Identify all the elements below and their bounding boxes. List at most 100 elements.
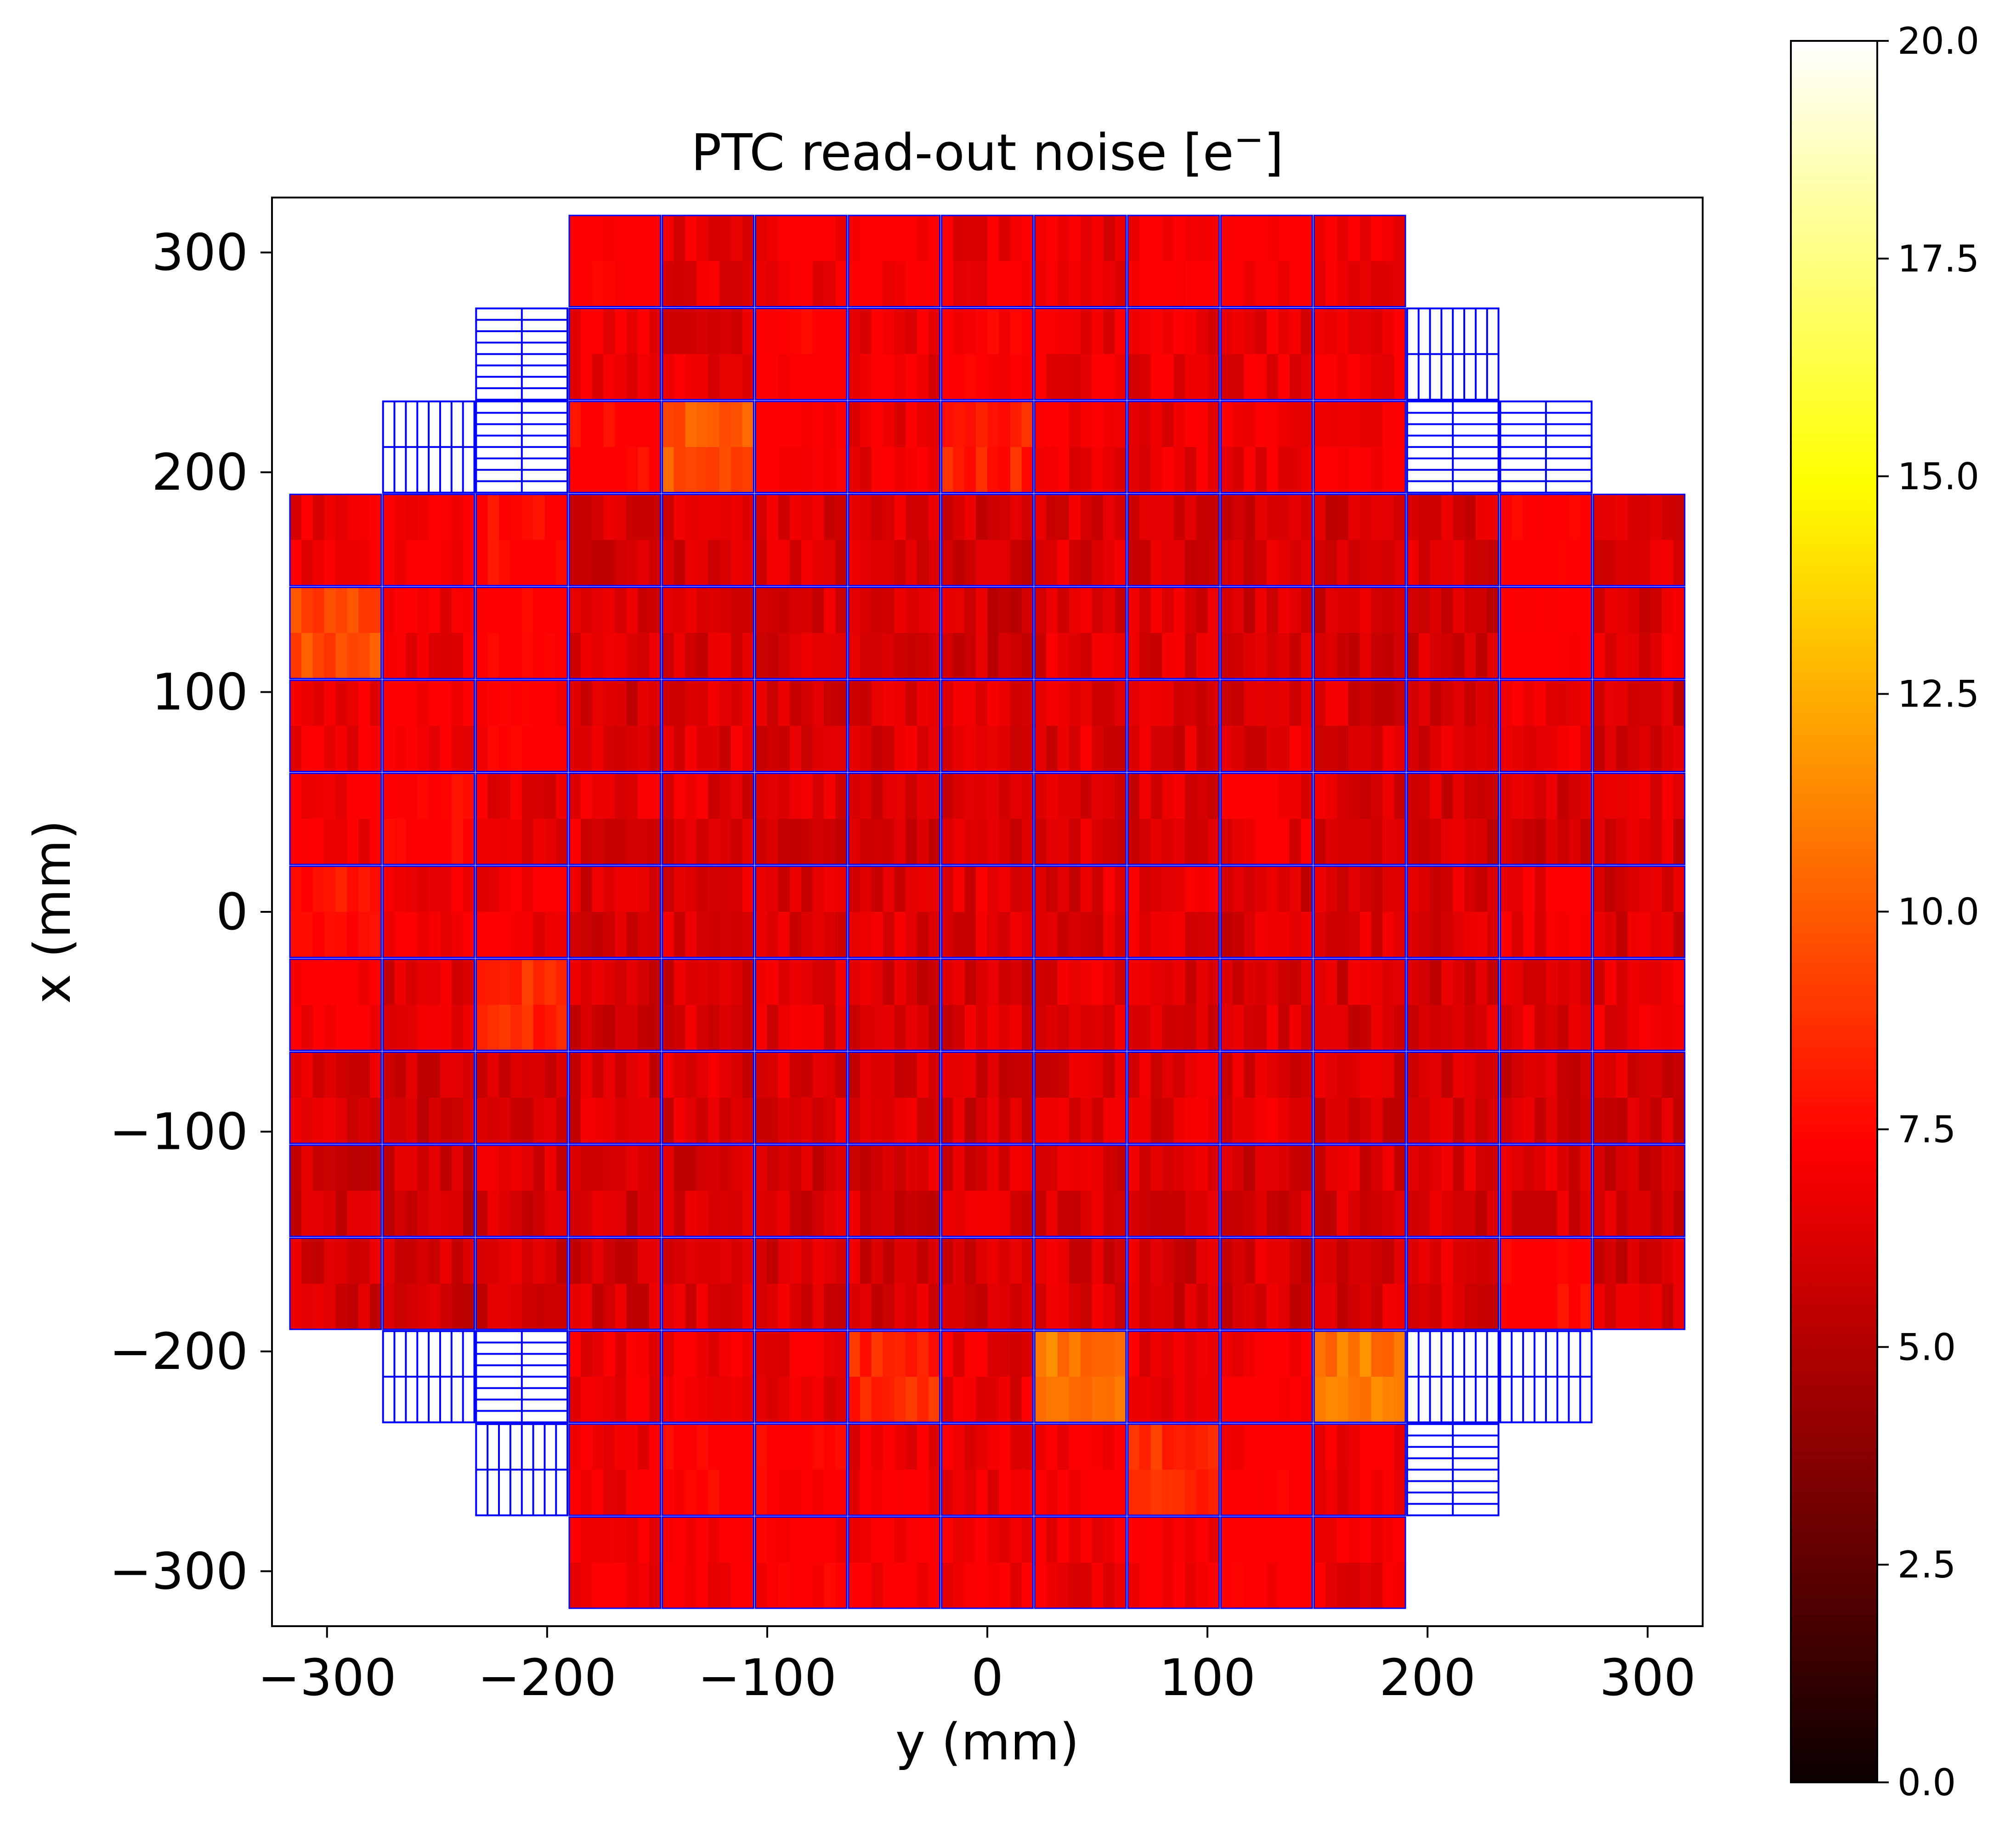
amplifier-cell [1069,447,1081,493]
amplifier-cell [1476,587,1488,633]
amplifier-cell [742,354,754,400]
amplifier-cell [1196,1238,1208,1284]
amplifier-cell [767,587,779,633]
amplifier-cell [998,726,1011,772]
amplifier-cell [1255,1283,1267,1330]
amplifier-cell [1139,540,1151,586]
amplifier-cell [789,447,802,493]
amplifier-cell [290,1145,302,1191]
amplifier-cell [731,1470,743,1516]
amplifier-cell [755,1005,767,1051]
amplifier-cell [1382,726,1394,772]
amplifier-cell [394,1238,407,1284]
amplifier-cell [801,959,813,1006]
amplifier-cell [1382,354,1394,400]
amplifier-cell [649,1424,661,1470]
amplifier-cell [1266,726,1279,772]
amplifier-cell [544,726,557,772]
amplifier-cell [510,1191,522,1237]
amplifier-cell [1021,1191,1034,1237]
amplifier-cell [719,1470,731,1516]
amplifier-cell [324,1097,336,1144]
amplifier-cell [708,1283,720,1330]
amplifier-cell [312,1052,325,1098]
amplifier-cell [1348,1517,1360,1563]
amplifier-cell [556,1238,568,1284]
amplifier-cell [1278,1283,1290,1330]
detector-outline [662,1516,754,1609]
amplifier-cell [883,726,895,772]
amplifier-cell [1430,680,1442,726]
amplifier-cell [778,308,790,355]
amplifier-cell [1185,1424,1197,1470]
amplifier-cell [649,1283,661,1330]
amplifier-cell [1021,540,1034,586]
amplifier-cell [1207,633,1220,679]
amplifier-cell [1673,819,1685,865]
amplifier-cell [440,1238,452,1284]
detector-outline [1127,958,1220,1052]
amplifier-cell [324,1238,336,1284]
amplifier-cell [1035,308,1047,355]
amplifier-cell [928,726,940,772]
amplifier-cell [941,1238,954,1284]
amplifier-cell [928,587,940,633]
amplifier-cell [592,1005,604,1051]
amplifier-cell [941,540,954,586]
amplifier-cell [569,1376,581,1423]
amplifier-cell [1092,308,1104,355]
amplifier-cell [883,819,895,865]
amplifier-cell [580,308,593,355]
amplifier-cell [848,1191,861,1237]
amplifier-cell [1092,1238,1104,1284]
amplifier-cell [1127,1331,1140,1377]
amplifier-cell [301,540,313,586]
amplifier-cell [1046,1283,1058,1330]
amplifier-cell [1103,773,1116,820]
amplifier-cell [1221,912,1233,958]
amplifier-cell [1057,1470,1070,1516]
amplifier-cell [987,1052,999,1098]
amplifier-cell [883,633,895,679]
amplifier-cell [1010,540,1022,586]
amplifier-cell [1616,1005,1628,1051]
amplifier-cell [1325,912,1337,958]
amplifier-cell [406,494,418,541]
amplifier-cell [1173,959,1185,1006]
amplifier-cell [1673,1005,1685,1051]
amplifier-cell [1196,1052,1208,1098]
amplifier-cell [835,1331,847,1377]
amplifier-cell [1627,866,1640,912]
amplifier-cell [685,447,697,493]
amplifier-cell [1080,633,1093,679]
amplifier-cell [626,959,638,1006]
amplifier-cell [789,1238,802,1284]
amplifier-cell [1232,680,1245,726]
amplifier-cell [1627,587,1640,633]
amplifier-cell [1662,866,1674,912]
amplifier-cell [1453,633,1465,679]
amplifier-cell [649,308,661,355]
amplifier-cell [324,1191,336,1237]
amplifier-cell [1535,587,1546,633]
amplifier-cell [1244,1517,1256,1563]
amplifier-cell [1301,1562,1313,1609]
amplifier-cell [1512,1238,1523,1284]
amplifier-cell [1418,959,1431,1006]
amplifier-cell [1255,1424,1267,1470]
amplifier-cell [301,959,313,1006]
amplifier-cell [592,587,604,633]
amplifier-cell [1162,401,1174,447]
amplifier-cell [708,680,720,726]
amplifier-cell [521,1191,534,1237]
amplifier-cell [580,912,593,958]
amplifier-cell [544,1052,557,1098]
amplifier-cell [1196,1424,1208,1470]
amplifier-cell [1092,354,1104,400]
amplifier-cell [767,726,779,772]
amplifier-cell [463,1238,475,1284]
amplifier-cell [649,1097,661,1144]
amplifier-cell [290,1097,302,1144]
amplifier-cell [626,1191,638,1237]
amplifier-cell [928,261,940,307]
